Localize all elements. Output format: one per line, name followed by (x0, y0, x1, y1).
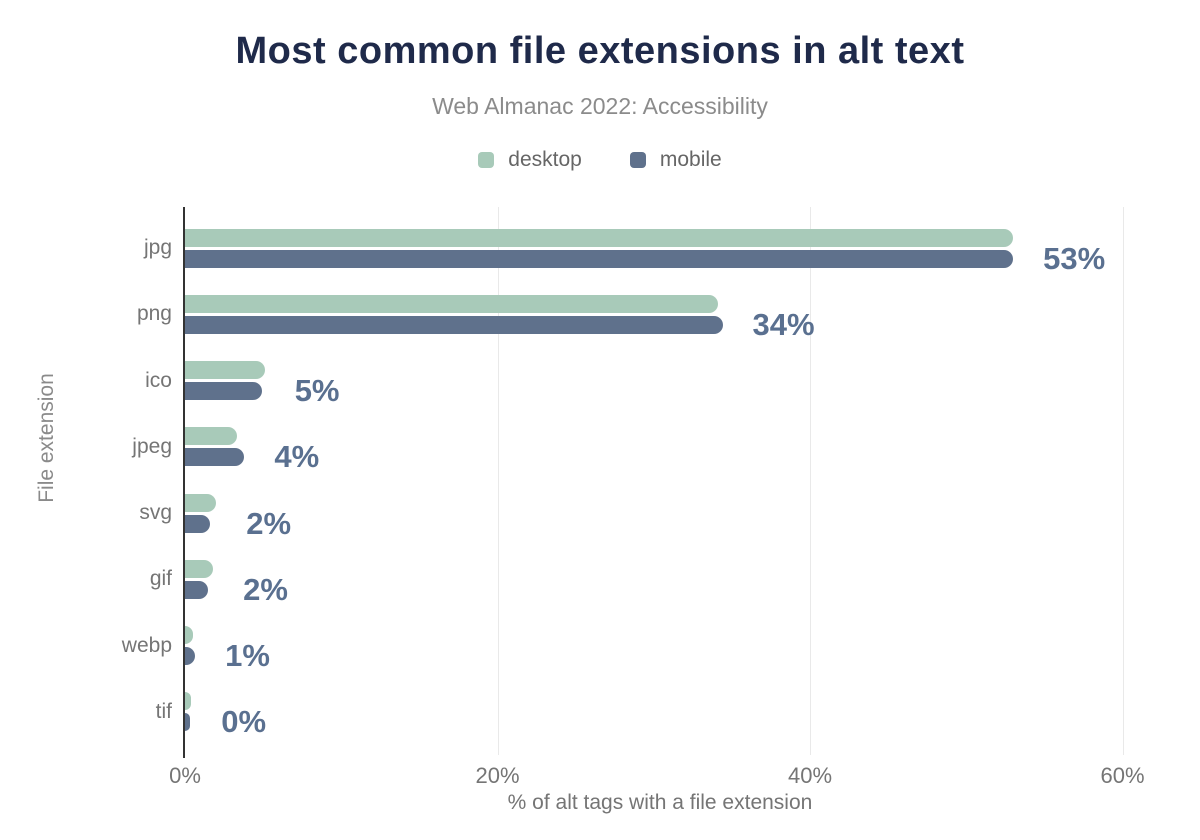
desktop-bar-jpg[interactable] (185, 228, 1014, 247)
x-axis-ticks: 0% 20% 40% 60% (169, 763, 1144, 789)
value-label-ico: 5% (294, 373, 340, 409)
bar-row-tif: tif 0% (156, 692, 1135, 740)
bar-row-ico: ico 5% (145, 361, 1135, 409)
bar-row-svg: svg 2% (139, 493, 1135, 541)
desktop-bar-webp[interactable] (185, 626, 193, 645)
bar-rows: jpg 53% png 34% ico 5% jpeg 4% svg 2% gif 2% webp 1% t… (122, 207, 1135, 755)
desktop-swatch-icon (478, 152, 495, 168)
x-tick-20pct: 20% (475, 763, 520, 788)
mobile-bar-tif[interactable] (185, 713, 190, 732)
chart-subtitle: Web Almanac 2022: Accessibility (432, 93, 768, 119)
mobile-bar-svg[interactable] (185, 514, 210, 533)
y-axis-line (183, 207, 185, 758)
gridline-40 (810, 207, 811, 755)
plot-area: jpg 53% png 34% ico 5% jpeg 4% svg 2% gif 2% webp 1% t… (122, 207, 1135, 758)
mobile-bar-png[interactable] (185, 315, 723, 334)
value-label-jpg: 53% (1043, 240, 1106, 276)
mobile-bar-webp[interactable] (185, 647, 196, 666)
category-label-tif: tif (155, 699, 172, 723)
chart-title: Most common file extensions in alt text (235, 30, 965, 72)
value-label-svg: 2% (246, 505, 292, 541)
bar-row-png: png 34% (137, 294, 1135, 342)
legend-item-mobile[interactable]: mobile (629, 148, 722, 172)
mobile-bar-gif[interactable] (185, 580, 209, 599)
value-label-png: 34% (752, 306, 815, 342)
category-label-ico: ico (145, 368, 172, 392)
x-axis-label: % of alt tags with a file extension (507, 791, 813, 814)
category-label-png: png (136, 302, 172, 326)
mobile-bar-jpg[interactable] (185, 249, 1014, 268)
value-label-webp: 1% (225, 638, 270, 674)
category-label-webp: webp (121, 633, 172, 657)
x-tick-60pct: 60% (1100, 763, 1145, 788)
legend: desktop mobile (0, 148, 1200, 172)
bar-row-webp: webp 1% (122, 626, 1135, 674)
legend-item-desktop[interactable]: desktop (478, 148, 582, 172)
x-tick-0pct: 0% (169, 763, 201, 788)
category-label-jpeg: jpeg (132, 434, 172, 458)
mobile-bar-jpeg[interactable] (185, 448, 245, 467)
desktop-bar-png[interactable] (185, 294, 718, 313)
desktop-bar-svg[interactable] (185, 493, 217, 512)
value-label-jpeg: 4% (274, 439, 320, 475)
value-label-tif: 0% (221, 704, 267, 740)
category-label-jpg: jpg (143, 236, 172, 260)
gridline-60 (1122, 207, 1124, 755)
y-axis-label: File extension (35, 373, 58, 503)
legend-label-desktop: desktop (508, 148, 582, 171)
legend-label-mobile: mobile (659, 148, 722, 171)
desktop-bar-tif[interactable] (185, 692, 192, 711)
category-label-svg: svg (139, 501, 172, 525)
mobile-swatch-icon (629, 152, 646, 168)
x-tick-40pct: 40% (787, 763, 833, 788)
gridline-20 (497, 207, 499, 755)
desktop-bar-jpeg[interactable] (185, 427, 237, 446)
bar-row-gif: gif 2% (150, 559, 1135, 607)
value-label-gif: 2% (243, 571, 288, 607)
category-label-gif: gif (149, 567, 172, 591)
bar-row-jpg: jpg 53% (144, 228, 1135, 276)
desktop-bar-ico[interactable] (185, 361, 265, 380)
bar-row-jpeg: jpeg 4% (132, 427, 1135, 475)
desktop-bar-gif[interactable] (185, 559, 214, 578)
mobile-bar-ico[interactable] (185, 382, 262, 401)
